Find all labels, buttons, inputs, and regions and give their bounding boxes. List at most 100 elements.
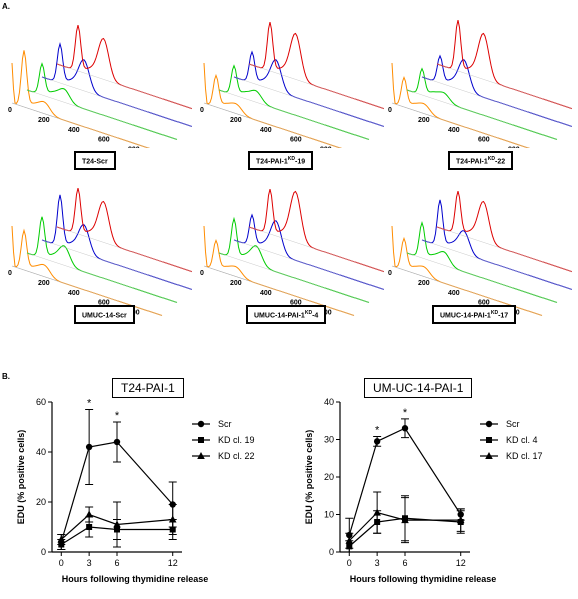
histogram-plot-0: 02004006008001000 [8, 24, 192, 148]
histogram-panel: 02004006008001000 T24-Scr [8, 8, 192, 171]
data-point [456, 516, 465, 524]
histogram-trace [406, 220, 558, 303]
histogram-plot-1: 02004006008001000 [200, 21, 384, 148]
histogram-tick-label: 400 [260, 127, 272, 134]
histogram-tick-label: 0 [8, 107, 12, 114]
histogram-label-main: UMUC-14-PAI-1 [440, 312, 491, 320]
significance-marker: * [87, 398, 92, 410]
chart-title: UM-UC-14-PAI-1 [364, 378, 473, 398]
histogram-baseline [26, 89, 178, 140]
histogram-baseline [41, 239, 192, 290]
legend-marker [197, 452, 205, 459]
x-tick-label: 0 [347, 558, 352, 568]
histogram-plot-4: 02004006008001000 [200, 188, 384, 317]
histogram-tick-label: 800 [128, 147, 140, 148]
histogram-panel: 02004006008001000 UMUC-14-Scr [8, 178, 192, 325]
histogram-trace [41, 194, 192, 290]
histogram-trace [218, 64, 370, 140]
histogram-trace [56, 24, 192, 110]
histogram-baseline [218, 89, 370, 140]
histogram-tick-label: 600 [478, 137, 490, 144]
histogram-tick-label: 400 [448, 290, 460, 297]
histogram-baseline [11, 102, 150, 148]
histogram-baseline [218, 252, 370, 303]
x-axis-label: Hours following thymidine release [62, 574, 209, 584]
histogram-trace [56, 187, 192, 273]
data-point [85, 443, 93, 451]
x-tick-label: 3 [87, 558, 92, 568]
data-point [86, 524, 93, 530]
data-point [113, 520, 121, 528]
legend-label: KD cl. 19 [218, 435, 255, 445]
histogram-label-main: UMUC-14-Scr [82, 312, 127, 320]
x-tick-label: 12 [168, 558, 178, 568]
legend-label: Scr [506, 419, 520, 429]
x-tick-label: 0 [59, 558, 64, 568]
histogram-trace [203, 225, 355, 316]
histogram-tick-label: 200 [418, 280, 430, 287]
line-chart-t24: 0 20 40 60 0 3 6 12 Hours following thymidine re… [16, 397, 255, 584]
histogram-trace [203, 62, 343, 148]
histogram-label-tail: -4 [312, 312, 319, 320]
legend-marker [486, 437, 492, 443]
y-tick-label: 0 [41, 547, 46, 557]
histogram-baseline [421, 76, 572, 127]
y-tick-label: 20 [324, 472, 334, 482]
histogram-plot-3: 02004006008001000 [8, 187, 192, 317]
data-point [373, 508, 381, 516]
histogram-baseline [11, 265, 163, 316]
legend-marker [485, 452, 493, 459]
y-tick-label: 20 [36, 497, 46, 507]
histogram-baseline [56, 63, 192, 109]
histogram-trace [436, 19, 572, 110]
y-tick-label: 60 [36, 397, 46, 407]
line-chart-umuc14: 0 10 20 30 40 0 3 6 12 Hours following thymidine … [304, 397, 543, 584]
histogram-label-tail: -22 [495, 158, 506, 166]
data-point [345, 536, 354, 544]
histogram-baseline [233, 76, 384, 127]
y-tick-label: 40 [36, 447, 46, 457]
histogram-baseline [391, 102, 530, 148]
histogram-trace [391, 62, 531, 148]
histogram-baseline [203, 102, 342, 148]
histogram-tick-label: 0 [388, 270, 392, 277]
series-line [60, 513, 173, 540]
histogram-tick-label: 400 [448, 127, 460, 134]
histogram-trace [26, 62, 178, 140]
legend-label: KD cl. 4 [506, 435, 538, 445]
legend-marker [198, 437, 204, 443]
histogram-tick-label: 600 [290, 137, 302, 144]
histogram-tick-label: 600 [290, 300, 302, 307]
histogram-label-main: T24-PAI-1 [456, 158, 488, 166]
histogram-baseline [436, 226, 572, 272]
histogram-tick-label: 600 [478, 300, 490, 307]
histogram-tick-label: 400 [260, 290, 272, 297]
histogram-tick-label: 400 [68, 127, 80, 134]
histogram-trace [233, 213, 384, 290]
histogram-tick-label: 200 [38, 117, 50, 124]
histogram-label-tail: -17 [498, 312, 509, 320]
data-point [373, 438, 381, 445]
x-axis-label: Hours following thymidine release [350, 574, 497, 584]
histogram-plot-2: 02004006008001000 [388, 19, 572, 148]
histogram-baseline [203, 265, 355, 316]
x-tick-label: 6 [114, 558, 119, 568]
legend-label: KD cl. 17 [506, 451, 543, 461]
series-line [60, 441, 174, 543]
histogram-baseline [248, 226, 384, 272]
histogram-label-tail: -19 [295, 158, 306, 166]
histogram-trace [391, 225, 543, 316]
histogram-label-sup: KD [487, 156, 496, 162]
x-tick-label: 6 [402, 558, 407, 568]
histogram-baseline [391, 265, 543, 316]
y-tick-label: 0 [329, 547, 334, 557]
data-point [57, 535, 66, 543]
histogram-label-sup: KD [304, 310, 313, 316]
histogram-label: T24-PAI-1KD-22 [448, 151, 514, 171]
series-line [60, 526, 173, 546]
data-point [85, 510, 93, 518]
series-line [348, 427, 462, 536]
histogram-trace [11, 225, 163, 316]
histogram-baseline [406, 89, 558, 140]
histogram-baseline [41, 76, 192, 127]
